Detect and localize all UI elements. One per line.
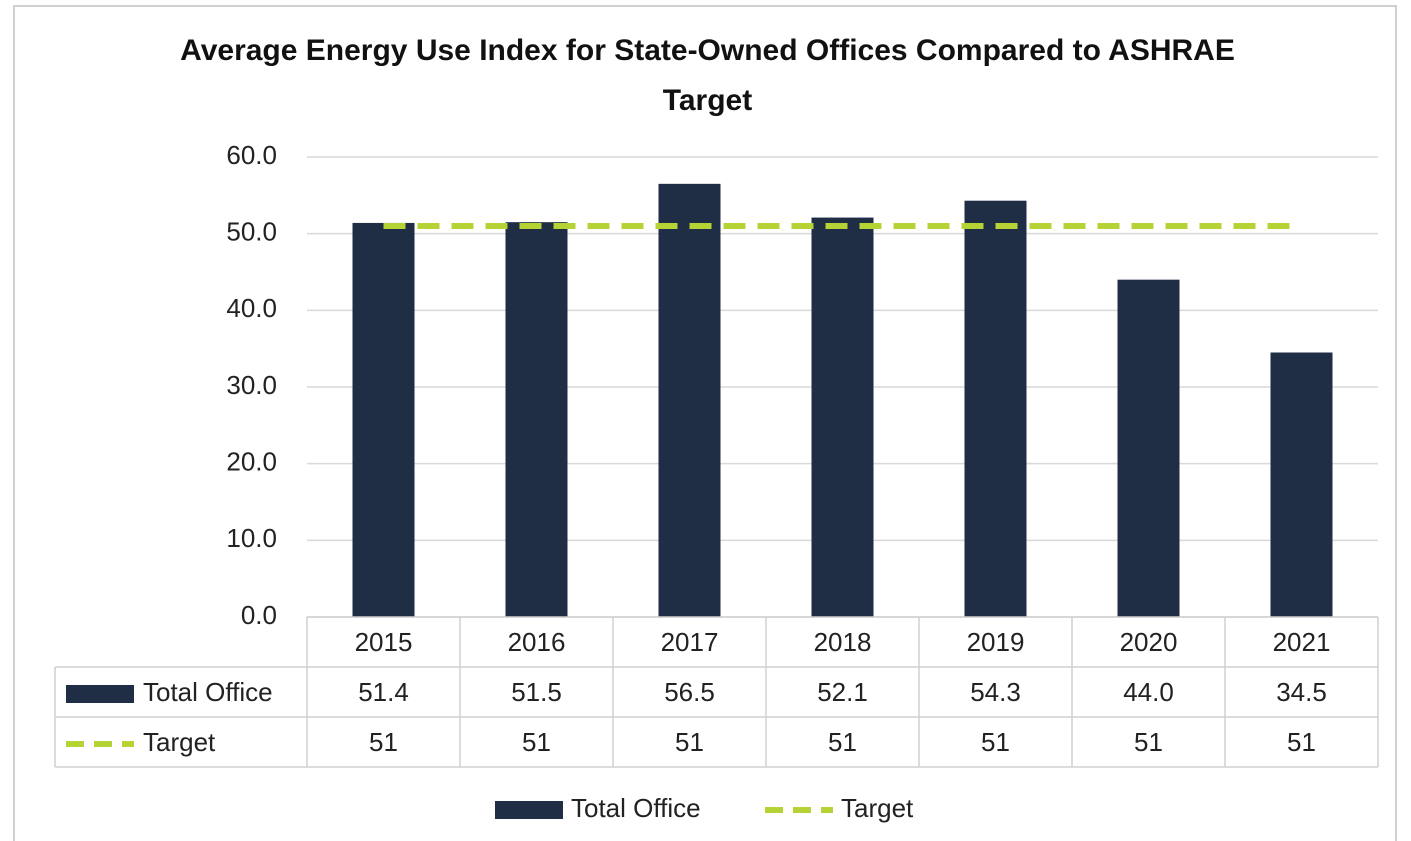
x-tick-label: 2021: [1273, 627, 1331, 657]
table-row-label: Target: [143, 727, 216, 757]
legend-label: Target: [841, 793, 914, 823]
table-cell: 54.3: [970, 677, 1021, 707]
x-tick-label: 2017: [661, 627, 719, 657]
x-tick-label: 2020: [1120, 627, 1178, 657]
y-tick-label: 30.0: [226, 370, 277, 400]
y-tick-label: 0.0: [241, 600, 277, 630]
chart-title: Average Energy Use Index for State-Owned…: [180, 34, 1235, 117]
bar: [1117, 279, 1180, 617]
table-cell: 56.5: [664, 677, 715, 707]
bar: [1270, 352, 1333, 617]
table-cell: 51: [828, 727, 857, 757]
table-cell: 34.5: [1276, 677, 1327, 707]
table-cell: 51.5: [511, 677, 562, 707]
table-cell: 51: [675, 727, 704, 757]
bar: [658, 183, 721, 618]
legend-symbol: [495, 801, 563, 819]
x-tick-label: 2018: [814, 627, 872, 657]
table-legend-symbol: [66, 685, 134, 703]
y-tick-label: 60.0: [226, 140, 277, 170]
table-cell: 52.1: [817, 677, 868, 707]
y-tick-label: 40.0: [226, 293, 277, 323]
bar: [964, 200, 1027, 617]
chart-border: [13, 5, 1397, 841]
table-cell: 51: [981, 727, 1010, 757]
bar: [352, 222, 415, 617]
x-tick-label: 2019: [967, 627, 1025, 657]
table-cell: 51: [1134, 727, 1163, 757]
table-cell: 44.0: [1123, 677, 1174, 707]
y-tick-label: 50.0: [226, 217, 277, 247]
table-cell: 51: [369, 727, 398, 757]
bar: [811, 217, 874, 618]
x-tick-label: 2015: [355, 627, 413, 657]
table-cell: 51: [522, 727, 551, 757]
table-cell: 51: [1287, 727, 1316, 757]
bar: [505, 222, 568, 617]
table-cell: 51.4: [358, 677, 409, 707]
x-tick-label: 2016: [508, 627, 566, 657]
y-tick-label: 10.0: [226, 523, 277, 553]
y-tick-label: 20.0: [226, 447, 277, 477]
legend-label: Total Office: [571, 793, 701, 823]
table-row-label: Total Office: [143, 677, 273, 707]
